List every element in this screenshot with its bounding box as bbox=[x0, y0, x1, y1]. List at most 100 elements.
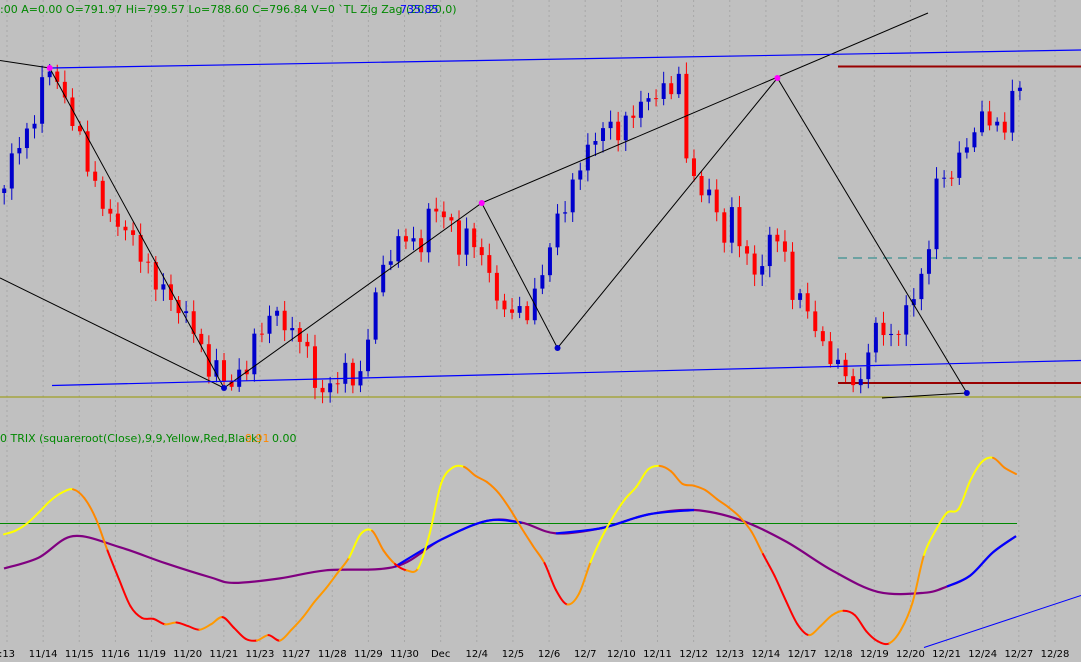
candle-body bbox=[691, 158, 696, 177]
candle-body bbox=[161, 284, 166, 290]
candle-body bbox=[426, 208, 431, 253]
trix-segment bbox=[336, 556, 350, 574]
trix-segment bbox=[693, 484, 707, 492]
x-tick-label: Dec bbox=[431, 649, 450, 660]
candle-body bbox=[911, 299, 916, 306]
x-tick-label: 11/28 bbox=[318, 649, 347, 660]
candle-body bbox=[767, 234, 772, 267]
trix-segment bbox=[451, 464, 465, 469]
candles bbox=[2, 62, 1022, 404]
candle-body bbox=[775, 234, 780, 242]
trix-segment bbox=[486, 481, 500, 494]
trix-segment bbox=[670, 470, 684, 485]
trix-segment bbox=[474, 474, 488, 484]
x-tick-label: 12/18 bbox=[824, 649, 853, 660]
trix-segment bbox=[934, 511, 948, 532]
candle-body bbox=[798, 293, 803, 300]
candle-body bbox=[525, 306, 530, 321]
trix-segment bbox=[750, 530, 764, 556]
x-tick-label: 11/23 bbox=[246, 649, 275, 660]
candle-body bbox=[1002, 121, 1007, 133]
candle-body bbox=[115, 213, 120, 227]
candle-body bbox=[252, 333, 257, 375]
price-panel[interactable] bbox=[0, 12, 1081, 404]
trix-segment bbox=[221, 616, 235, 629]
candle-body bbox=[1010, 90, 1015, 133]
x-tick-label: 12/10 bbox=[607, 649, 636, 660]
trix-segment bbox=[842, 609, 856, 617]
x-tick-label: 12/4 bbox=[466, 649, 488, 660]
trix-segment bbox=[313, 587, 327, 603]
zigzag-extension-upper bbox=[481, 12, 929, 204]
candle-body bbox=[282, 310, 287, 331]
candle-body bbox=[957, 152, 962, 178]
x-tick-label: 12/12 bbox=[679, 649, 708, 660]
lower-trend-line bbox=[51, 359, 1081, 387]
candle-body bbox=[328, 383, 333, 393]
trix-segment bbox=[601, 515, 615, 538]
candle-body bbox=[820, 331, 825, 342]
candle-body bbox=[752, 253, 757, 275]
candle-body bbox=[980, 111, 985, 133]
trix-segment bbox=[727, 506, 741, 519]
x-tick-label: 12/13 bbox=[715, 649, 744, 660]
x-tick-label: 11/20 bbox=[173, 649, 202, 660]
x-tick-label: 12/19 bbox=[860, 649, 889, 660]
candle-body bbox=[388, 261, 393, 265]
trix-segment bbox=[716, 498, 730, 509]
trix-segment bbox=[900, 601, 914, 631]
bar-info-text: :00 A=0.00 O=791.97 Hi=799.57 Lo=788.60 … bbox=[0, 3, 457, 16]
candle-body bbox=[343, 362, 348, 384]
trix-label: 0 TRIX (squareroot(Close),9,9,Yellow,Red… bbox=[0, 432, 262, 445]
trix-value-2: 0.00 bbox=[272, 432, 297, 445]
candle-body bbox=[836, 359, 840, 365]
candle-body bbox=[381, 264, 386, 293]
candle-body bbox=[669, 83, 674, 95]
candle-body bbox=[123, 226, 128, 231]
candle-body bbox=[176, 299, 181, 314]
trix-panel[interactable] bbox=[0, 456, 1081, 648]
trix-segment bbox=[555, 589, 569, 606]
candle-body bbox=[805, 293, 810, 312]
trix-segment bbox=[382, 549, 396, 565]
candle-body bbox=[714, 189, 719, 213]
candle-body bbox=[47, 71, 52, 78]
trix-segment bbox=[405, 567, 419, 573]
candle-body bbox=[275, 310, 280, 316]
trix-segment bbox=[417, 533, 431, 570]
candle-body bbox=[168, 284, 173, 300]
candle-body bbox=[153, 262, 158, 290]
candle-body bbox=[745, 246, 750, 254]
candle-body bbox=[191, 311, 196, 334]
candle-body bbox=[547, 247, 552, 276]
trix-segment bbox=[359, 528, 373, 536]
upper-trend-line bbox=[49, 49, 1081, 69]
trix-segment bbox=[290, 616, 304, 631]
trix-segment bbox=[463, 465, 477, 477]
trix-segment bbox=[877, 640, 891, 646]
trix-segment bbox=[992, 456, 1006, 469]
candle-body bbox=[199, 333, 204, 345]
x-tick-label: 12/24 bbox=[968, 649, 997, 660]
signal-rising-segment bbox=[946, 535, 1017, 588]
candle-body bbox=[661, 83, 666, 99]
candle-body bbox=[108, 208, 113, 214]
trix-segment bbox=[520, 527, 534, 547]
pivot-high-marker bbox=[46, 65, 53, 71]
candle-body bbox=[70, 97, 75, 127]
candle-body bbox=[214, 360, 219, 377]
x-tick-label: 11/16 bbox=[101, 649, 130, 660]
trix-segment bbox=[578, 561, 592, 595]
trix-segment bbox=[819, 614, 833, 628]
trix-segment bbox=[37, 500, 51, 514]
candle-body bbox=[570, 179, 575, 213]
x-tick-label: 12/14 bbox=[751, 649, 780, 660]
candle-body bbox=[297, 328, 302, 342]
trix-segment bbox=[624, 485, 638, 501]
trix-segment bbox=[106, 549, 120, 581]
trix-segment bbox=[95, 518, 109, 552]
candle-body bbox=[62, 81, 67, 98]
candle-body bbox=[904, 305, 909, 335]
candle-body bbox=[472, 228, 477, 248]
